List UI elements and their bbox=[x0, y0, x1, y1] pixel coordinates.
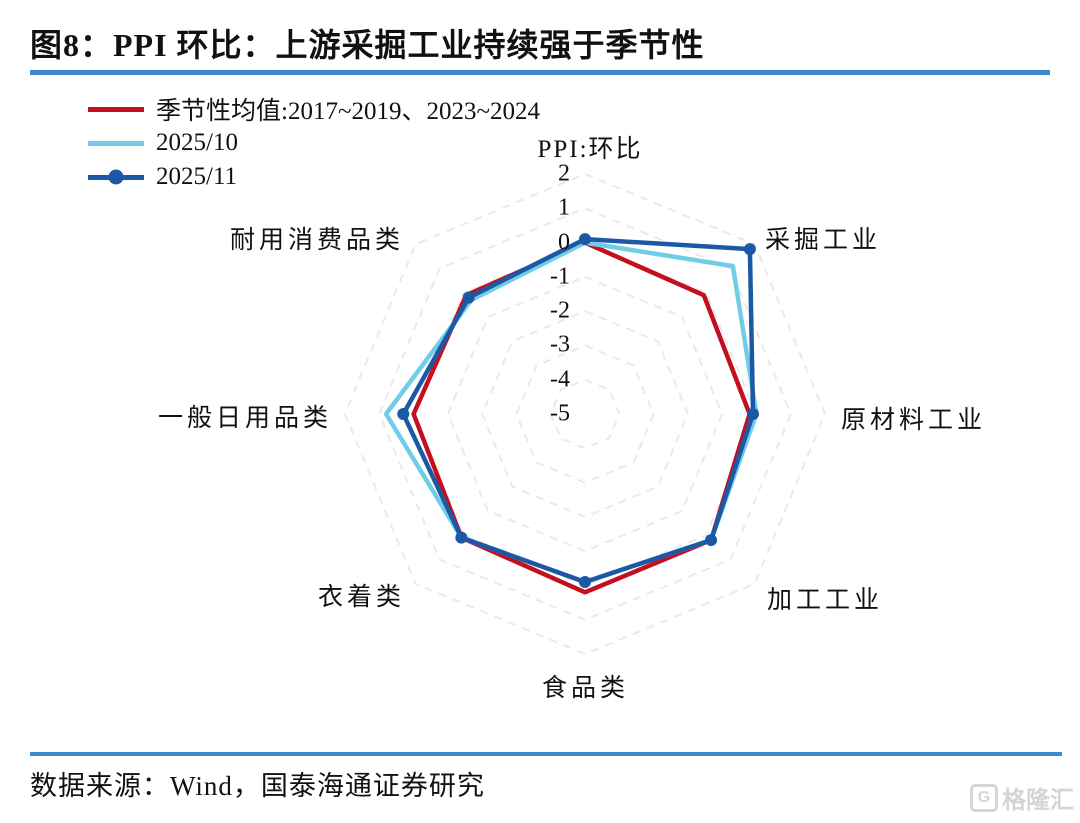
axis-label-yizhuo-lei: 衣着类 bbox=[318, 584, 406, 611]
series-marker-dot bbox=[455, 531, 468, 544]
radial-tick-label: 2 bbox=[558, 160, 570, 187]
legend-label: 2025/11 bbox=[156, 163, 238, 190]
series-marker-dot bbox=[579, 233, 591, 246]
axis-label-caijue-gongye: 采掘工业 bbox=[765, 227, 882, 254]
footer-rule bbox=[30, 752, 1062, 756]
grid-ring bbox=[549, 378, 621, 450]
legend-line-swatch bbox=[88, 174, 144, 180]
legend-item-seasonal: 季节性均值:2017~2019、2023~2024 bbox=[88, 92, 540, 126]
axis-label-yuancailiao-gongye: 原材料工业 bbox=[841, 407, 987, 434]
legend-item-2025-11: 2025/11 bbox=[88, 160, 540, 194]
gelonghui-logo-text: 格隆汇 bbox=[1002, 787, 1074, 814]
axis-label-jiagong-gongye: 加工工业 bbox=[767, 587, 884, 614]
radial-tick-label: -3 bbox=[550, 331, 570, 358]
radial-tick-label: 1 bbox=[558, 194, 570, 221]
axis-label-yiban-riyongpin-lei: 一般日用品类 bbox=[158, 405, 333, 432]
series-marker-dot bbox=[705, 534, 718, 547]
title-underline bbox=[30, 70, 1050, 75]
axis-label-naiyong-xiaofeipin-lei: 耐用消费品类 bbox=[230, 227, 405, 254]
series-marker-dot bbox=[462, 291, 475, 304]
grid-ring bbox=[343, 172, 827, 656]
legend-label: 季节性均值:2017~2019、2023~2024 bbox=[156, 98, 540, 125]
legend-item-2025-10: 2025/10 bbox=[88, 126, 540, 160]
grid-ring bbox=[481, 310, 689, 518]
radial-tick-label: 0 bbox=[558, 229, 570, 256]
series-marker-dot bbox=[747, 408, 759, 420]
axis-label-ppi-huanbi: PPI:环比 bbox=[537, 136, 643, 163]
legend-line-swatch bbox=[88, 106, 144, 112]
figure-title: 图8：PPI 环比：上游采掘工业持续强于季节性 bbox=[30, 27, 705, 63]
series-marker-dot bbox=[579, 576, 591, 588]
legend-label: 2025/10 bbox=[156, 129, 238, 156]
axis-label-shipin-lei: 食品类 bbox=[542, 675, 630, 702]
radial-tick-label: -5 bbox=[550, 400, 570, 427]
series-marker-dot bbox=[397, 408, 410, 420]
radial-tick-label: -1 bbox=[550, 263, 570, 290]
gelonghui-logo-icon: G bbox=[970, 783, 998, 812]
grid-ring bbox=[515, 344, 655, 484]
grid-ring bbox=[378, 207, 792, 621]
radial-tick-label: -2 bbox=[550, 297, 570, 324]
chart-legend: 季节性均值:2017~2019、2023~2024 2025/10 2025/1… bbox=[88, 92, 540, 194]
gelonghui-watermark: G 格隆汇 bbox=[970, 780, 1074, 815]
legend-line-swatch bbox=[88, 140, 144, 146]
grid-ring bbox=[446, 275, 724, 553]
series-marker-dot bbox=[743, 243, 756, 256]
data-source-note: 数据来源：Wind，国泰海通证券研究 bbox=[30, 771, 485, 801]
radial-tick-label: -4 bbox=[550, 366, 570, 393]
